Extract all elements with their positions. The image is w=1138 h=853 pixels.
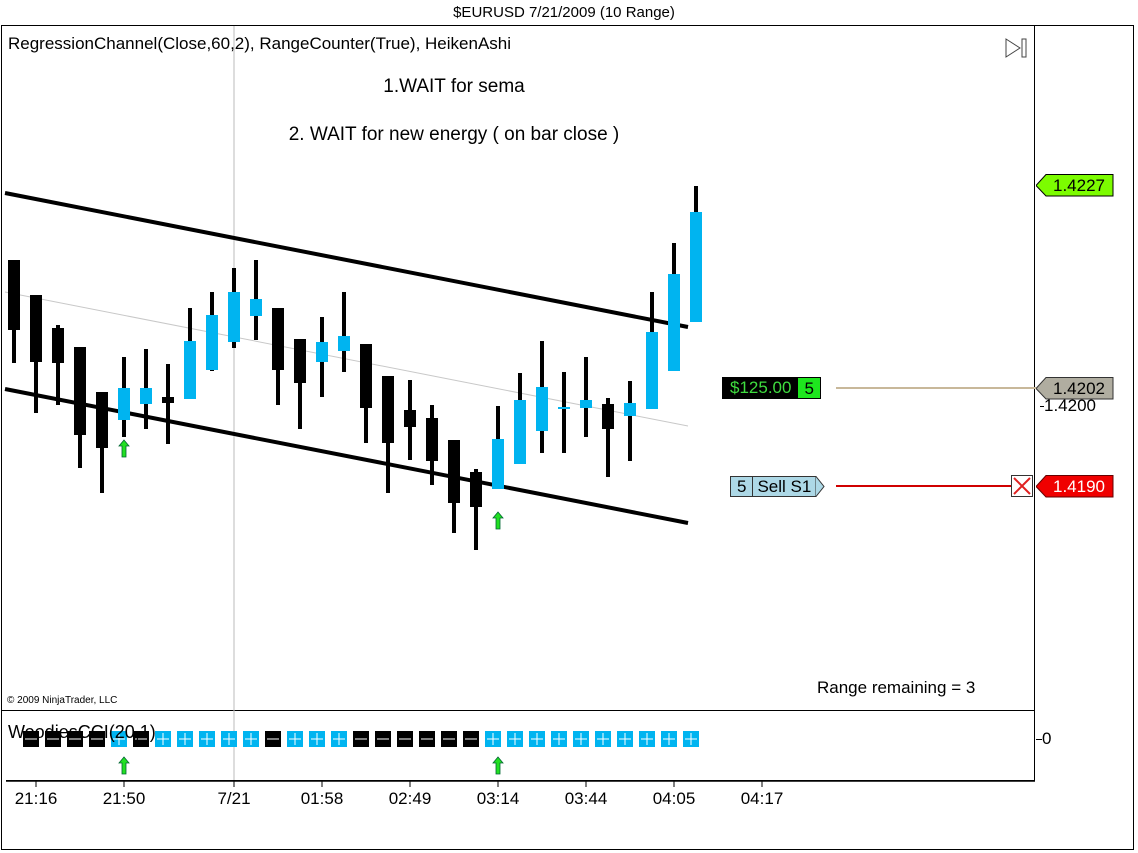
candle-body	[30, 295, 42, 362]
play-to-end-button[interactable]	[1004, 37, 1028, 59]
tag-shape	[1036, 475, 1114, 498]
price-panel[interactable]	[1, 25, 1035, 711]
candle-body	[294, 339, 306, 383]
note-wait-for-sema: 1.WAIT for sema	[383, 76, 525, 97]
candle-body	[96, 392, 108, 448]
candle-body	[272, 308, 284, 370]
candle-body	[448, 440, 460, 503]
x-axis-tick-label: 04:05	[652, 789, 696, 808]
x-axis-tick-label: 02:49	[388, 789, 432, 808]
order-label[interactable]: Sell S1	[753, 476, 817, 497]
cci-signal-arrow-icon	[492, 756, 504, 775]
cancel-order-button[interactable]	[1011, 475, 1033, 497]
cci-zero-value: 0	[1042, 729, 1052, 748]
y-axis-label-14200: 1.4200	[1040, 396, 1096, 416]
candle-body	[646, 332, 658, 409]
x-axis-tick-label: 04:17	[740, 789, 784, 808]
y-tick	[1040, 406, 1044, 408]
window-title: $EURUSD 7/21/2009 (10 Range)	[453, 4, 675, 21]
buy-signal-arrow-icon	[492, 511, 504, 530]
close-icon	[1013, 477, 1031, 495]
candle-body	[536, 387, 548, 431]
candle-body	[140, 388, 152, 404]
indicator-label: RegressionChannel(Close,60,2), RangeCoun…	[8, 34, 512, 53]
candle-body	[74, 347, 86, 435]
sell-order-badge[interactable]: 5 Sell S1	[730, 476, 825, 497]
candle-body	[8, 260, 20, 330]
candle-body	[492, 439, 504, 489]
candle-body	[52, 328, 64, 363]
candle-body	[338, 336, 350, 351]
position-pnl-badge[interactable]: $125.00 5	[722, 377, 821, 399]
copyright: © 2009 NinjaTrader, LLC	[7, 695, 118, 706]
candle-body	[470, 472, 482, 507]
last-price-value: 1.4227	[1053, 176, 1105, 195]
candle-body	[668, 274, 680, 371]
cci-y-axis-label: 0	[1036, 729, 1051, 749]
tag-shape	[1036, 174, 1114, 197]
candle-body	[404, 410, 416, 427]
candle-body	[558, 407, 570, 409]
x-axis-tick-label: 7/21	[217, 789, 251, 808]
candle-body	[360, 344, 372, 408]
x-axis-tick-label: 03:44	[564, 789, 608, 808]
buy-signal-arrow-icon	[118, 439, 130, 458]
order-quantity[interactable]: 5	[730, 476, 754, 497]
position-quantity: 5	[797, 377, 821, 399]
cci-signal-arrow-icon	[118, 756, 130, 775]
candle-body	[250, 299, 262, 316]
x-axis-tick-label: 21:16	[14, 789, 58, 808]
y-tick	[1036, 739, 1042, 741]
chart-frame	[1, 25, 1134, 850]
candle-body	[426, 418, 438, 461]
candle-body	[690, 212, 702, 322]
regression-upper-line	[4, 191, 689, 329]
x-axis-tick-label: 03:14	[476, 789, 520, 808]
candle-body	[206, 315, 218, 370]
range-remaining: Range remaining = 3	[817, 678, 976, 697]
position-price-value: 1.4202	[1053, 379, 1105, 398]
candle-body	[580, 400, 592, 408]
y-axis-value: 1.4200	[1044, 396, 1096, 415]
candle-body	[316, 342, 328, 362]
candle-body	[162, 397, 174, 403]
x-axis-tick-label: 01:58	[300, 789, 344, 808]
candle-body	[118, 388, 130, 420]
candle-body	[382, 376, 394, 443]
candle-body	[624, 403, 636, 416]
candle-body	[602, 404, 614, 429]
play-to-end-icon	[1005, 38, 1027, 58]
candle-body	[184, 341, 196, 399]
candle-body	[228, 292, 240, 342]
sell-order-price-value: 1.4190	[1053, 477, 1105, 496]
cci-indicator-label: WoodiesCCI(20,1)	[8, 722, 156, 742]
position-pnl: $125.00	[722, 377, 798, 399]
order-arrow-tip	[815, 476, 825, 497]
tag-shape	[1036, 377, 1114, 400]
regression-middle-line	[4, 291, 689, 427]
x-axis-tick-label: 21:50	[102, 789, 146, 808]
note-wait-new-energy: 2. WAIT for new energy ( on bar close )	[288, 124, 620, 145]
candle-body	[514, 400, 526, 464]
